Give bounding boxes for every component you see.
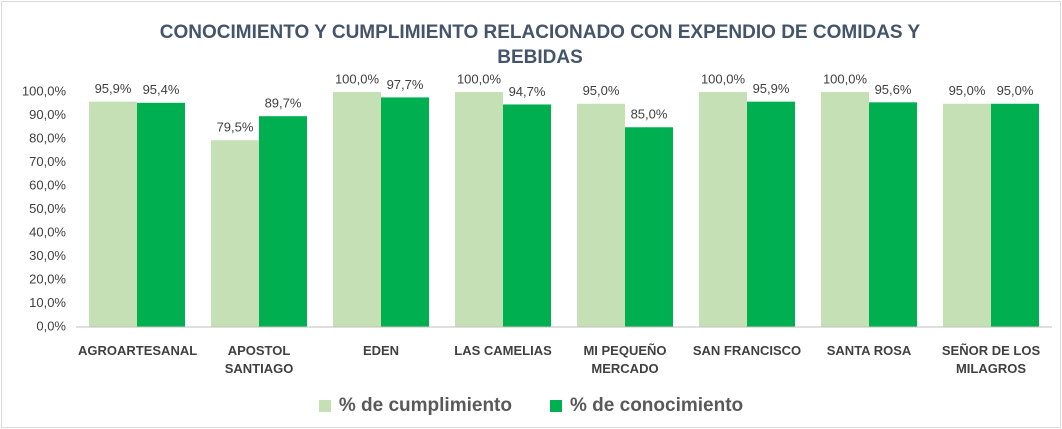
data-label: 95,0% [949,83,986,98]
bar [577,103,625,327]
data-label: 79,5% [217,120,254,135]
bar [991,103,1039,327]
bar [821,92,869,327]
y-tick-label: 70,0% [29,154,66,169]
legend: % de cumplimiento % de conocimiento [0,395,1062,417]
bar [625,127,673,327]
bar [747,101,795,327]
y-tick-label: 80,0% [29,130,66,145]
bar [455,92,503,327]
y-tick-label: 60,0% [29,177,66,192]
legend-label: % de conocimiento [570,395,744,416]
x-tick-label: SEÑOR DE LOS MILAGROS [941,343,1041,376]
data-label: 97,7% [387,77,424,92]
bar [259,116,307,327]
data-label: 85,0% [631,107,668,122]
bar [503,104,551,327]
y-tick-label: 0,0% [36,318,66,333]
y-tick-label: 50,0% [29,201,66,216]
data-label: 94,7% [509,84,546,99]
y-tick-label: 90,0% [29,107,66,122]
y-tick-label: 20,0% [29,271,66,286]
y-tick-label: 100,0% [22,83,67,98]
data-label: 95,9% [753,81,790,96]
x-tick-label: LAS CAMELIAS [454,343,552,358]
bar [211,140,259,327]
bar [699,92,747,327]
data-label: 95,4% [143,82,180,97]
y-tick-label: 10,0% [29,295,66,310]
data-label: 100,0% [457,71,502,86]
x-tick-label: SANTA ROSA [826,343,912,358]
legend-swatch [550,400,562,412]
legend-item: % de conocimiento [550,395,743,417]
legend-item: % de cumplimiento [318,395,512,417]
bar [137,102,185,327]
data-label: 95,6% [875,82,912,97]
data-label: 100,0% [701,71,746,86]
data-label: 95,0% [583,83,620,98]
x-tick-label: EDEN [362,343,400,358]
chart-title: CONOCIMIENTO Y CUMPLIMIENTO RELACIONADO … [159,22,921,68]
data-label: 100,0% [335,71,380,86]
x-tick-label: MI PEQUEÑO MERCADO [583,343,667,376]
bar [381,97,429,327]
legend-swatch [318,400,331,412]
bar [869,102,917,327]
data-label: 95,0% [997,83,1034,98]
bar [89,101,137,327]
y-tick-label: 40,0% [29,224,66,239]
x-tick-label: SAN FRANCISCO [692,343,802,358]
data-label: 100,0% [823,71,868,86]
bar [333,92,381,327]
legend-label: % de cumplimiento [338,395,512,416]
x-tick-label: AGROARTESANAL [78,343,198,358]
x-tick-label: APOSTOL SANTIAGO [224,343,294,376]
data-label: 89,7% [265,96,302,111]
y-tick-label: 30,0% [29,248,66,263]
data-label: 95,9% [95,81,132,96]
bar [943,103,991,327]
